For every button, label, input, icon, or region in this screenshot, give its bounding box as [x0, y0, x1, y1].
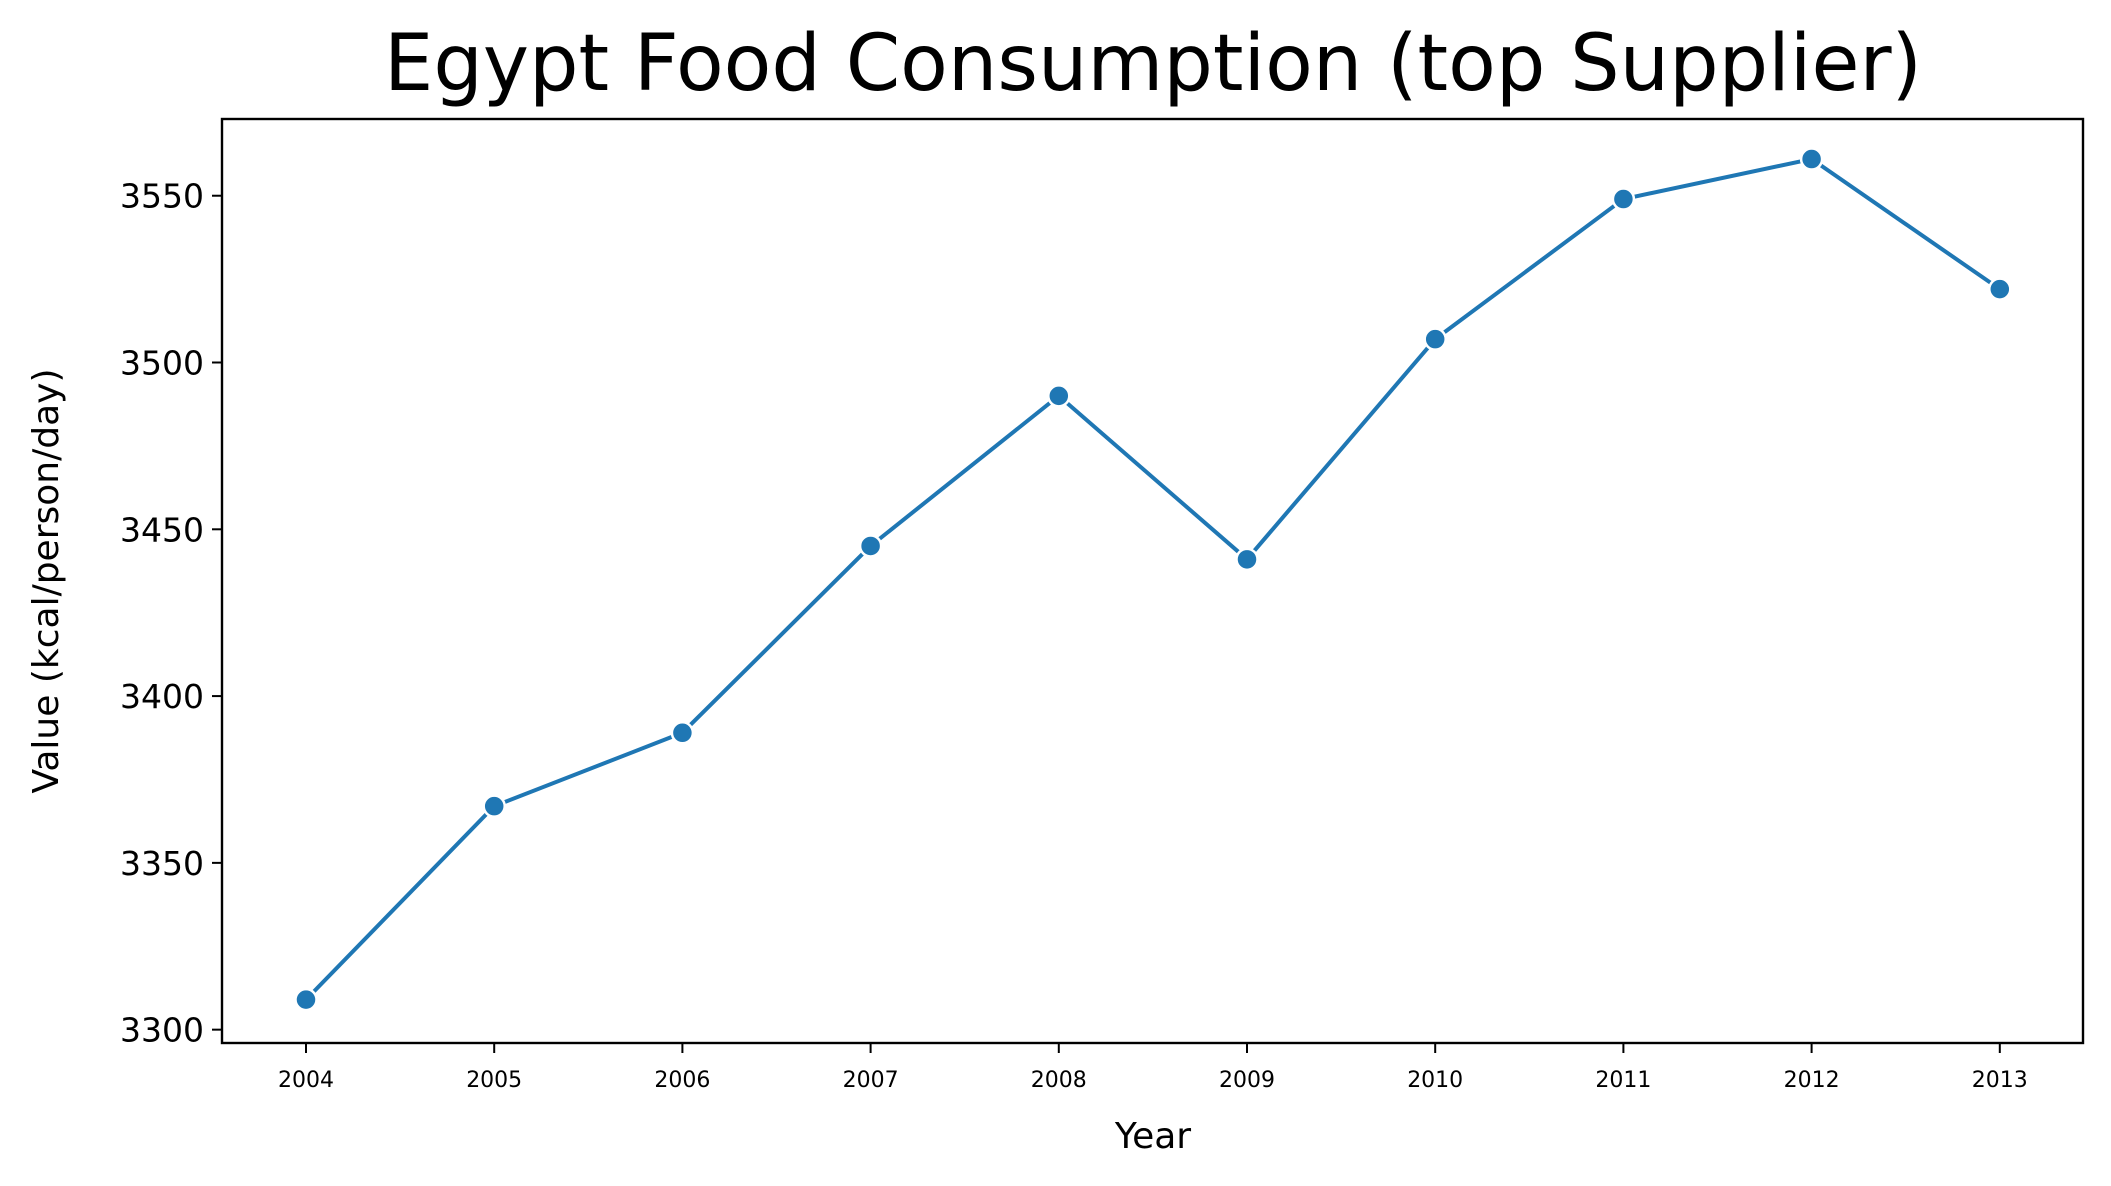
data-point: [858, 534, 883, 558]
x-tick-label: 2004: [278, 1068, 334, 1093]
y-tick-label: 3550: [120, 177, 204, 216]
data-point: [670, 721, 695, 745]
x-tick-label: 2007: [843, 1068, 899, 1093]
y-axis-label: Value (kcal/person/day): [26, 369, 67, 794]
plot-area-frame: [220, 117, 2085, 1045]
data-point: [294, 987, 318, 1012]
x-tick-label: 2005: [466, 1068, 522, 1093]
data-point: [1423, 327, 1447, 351]
x-tick-label: 2011: [1595, 1068, 1651, 1093]
y-tick-label: 3300: [120, 1011, 204, 1050]
x-tick-label: 2010: [1407, 1068, 1463, 1093]
x-tick-label: 2012: [1784, 1068, 1840, 1093]
data-point: [1799, 147, 1824, 171]
data-point: [482, 794, 506, 818]
y-tick-label: 3500: [120, 344, 204, 383]
x-tick-label: 2006: [654, 1068, 710, 1093]
data-point: [1611, 187, 1636, 211]
x-axis-ticks: 2004 2005 2006 2007 2008 2009 2010 2011 2012 2013: [278, 1043, 2028, 1093]
y-tick-label: 3350: [120, 844, 204, 883]
y-tick-label: 3400: [120, 677, 204, 716]
y-tick-label: 3450: [120, 510, 204, 549]
data-point: [1235, 547, 1259, 572]
x-axis-label: Year: [1114, 1116, 1191, 1157]
x-tick-label: 2009: [1219, 1068, 1275, 1093]
series-layer: [294, 147, 2012, 1012]
x-tick-label: 2013: [1972, 1068, 2028, 1093]
chart-title: Egypt Food Consumption (top Supplier): [384, 19, 1922, 109]
y-axis-ticks: 3300 3350 3400 3450 3500 3550: [120, 177, 222, 1050]
series-line: [304, 157, 2002, 1002]
data-point: [1988, 277, 2012, 301]
x-tick-label: 2008: [1031, 1068, 1087, 1093]
data-point: [1047, 384, 1071, 408]
